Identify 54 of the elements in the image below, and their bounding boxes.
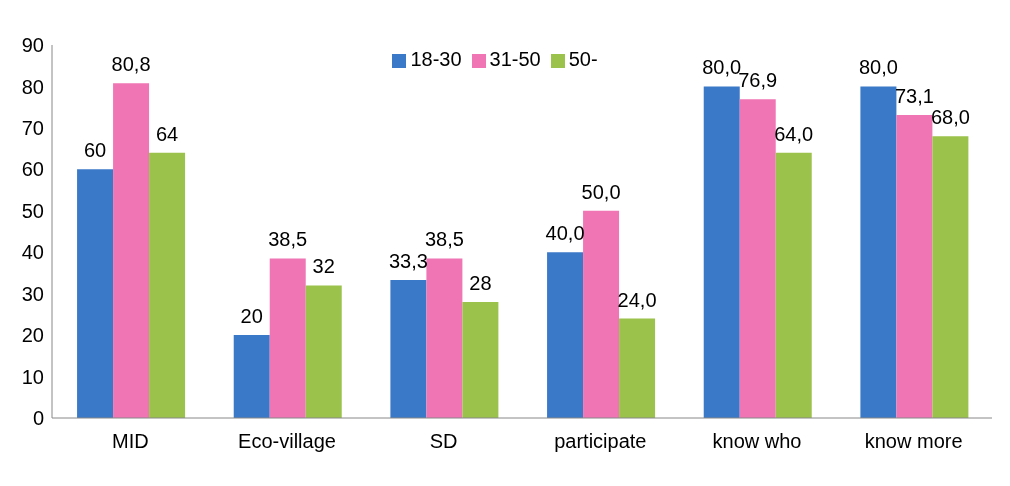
data-label: 80,0 (858, 56, 898, 79)
bar (149, 152, 186, 418)
data-label: 33,3 (388, 249, 428, 272)
y-tick-label: 30 (21, 282, 44, 305)
bar (703, 86, 740, 418)
bar (305, 285, 342, 418)
data-label: 68,0 (930, 106, 970, 129)
legend-label: 31-50 (489, 48, 541, 70)
data-label: 64,0 (774, 122, 814, 145)
bar (77, 169, 114, 418)
y-tick-label: 80 (21, 75, 44, 98)
y-tick-label: 90 (21, 34, 44, 57)
legend-label: 18-30 (410, 48, 462, 70)
bar (390, 279, 427, 418)
data-label: 73,1 (894, 85, 934, 108)
bar (739, 99, 776, 418)
data-label: 32 (312, 255, 335, 278)
data-label: 28 (469, 271, 492, 294)
y-tick-label: 0 (32, 407, 44, 430)
bar (547, 252, 584, 418)
bar (932, 136, 969, 418)
y-tick-label: 60 (21, 158, 44, 181)
y-tick-label: 70 (21, 116, 44, 139)
bar (896, 115, 933, 418)
bar (775, 152, 812, 418)
x-tick-label: participate (554, 430, 647, 453)
bar (619, 318, 656, 418)
data-label: 38,5 (268, 228, 308, 251)
legend-label: 50- (568, 48, 598, 70)
data-label: 64 (155, 122, 179, 145)
bar (462, 301, 499, 418)
data-label: 24,0 (617, 288, 657, 311)
data-label: 50,0 (581, 180, 621, 203)
x-tick-label: know who (712, 430, 802, 453)
bar (269, 258, 306, 418)
x-tick-label: MID (112, 430, 149, 453)
data-label: 80,8 (111, 53, 151, 76)
bar (233, 335, 270, 418)
y-tick-label: 10 (21, 365, 44, 388)
y-tick-label: 40 (21, 241, 44, 264)
bar (860, 86, 897, 418)
data-label: 80,0 (702, 56, 742, 79)
y-tick-label: 50 (21, 199, 44, 222)
bar (426, 258, 463, 418)
y-tick-label: 20 (21, 324, 44, 347)
x-tick-label: know more (864, 430, 963, 453)
data-label: 40,0 (545, 222, 585, 245)
data-label: 60 (83, 139, 107, 162)
x-tick-label: SD (429, 430, 458, 453)
bar (583, 210, 620, 418)
data-label: 20 (240, 305, 263, 328)
bar (113, 83, 150, 418)
data-label: 38,5 (424, 228, 464, 251)
x-tick-label: Eco-village (238, 430, 336, 453)
